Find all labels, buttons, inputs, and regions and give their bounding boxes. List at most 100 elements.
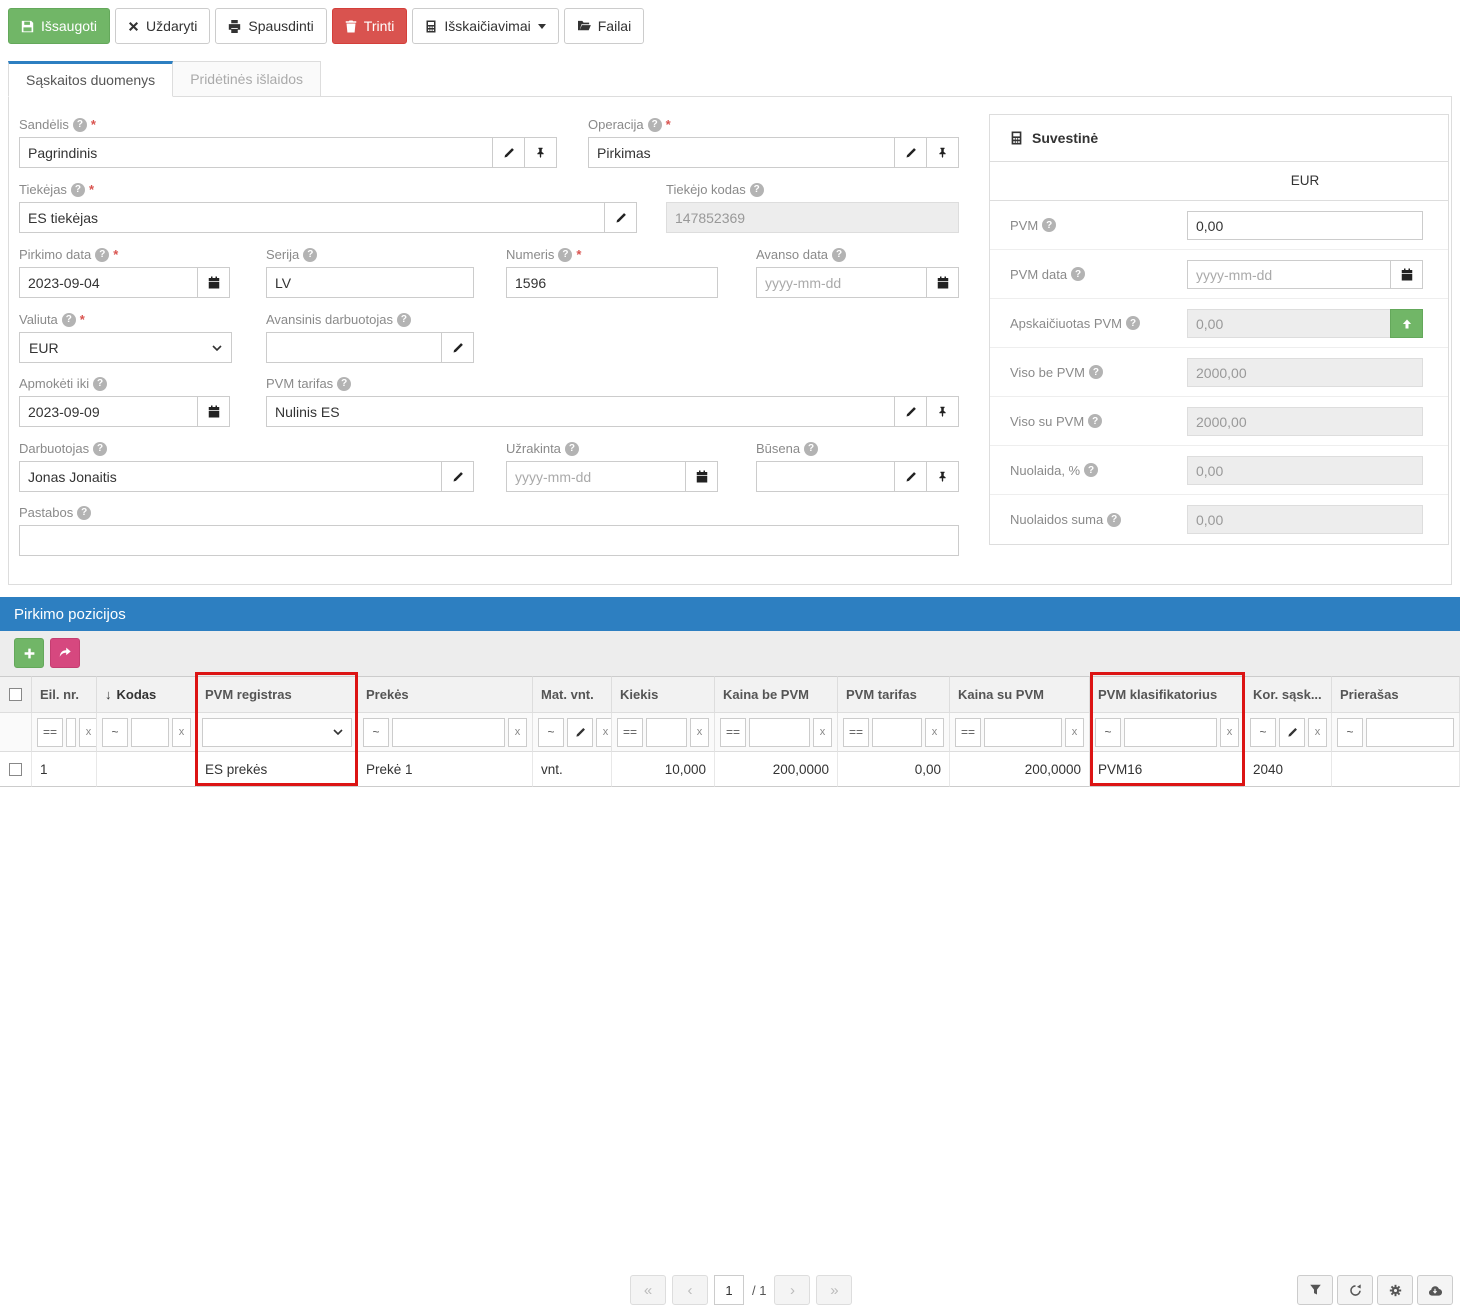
filter-edit-button[interactable] bbox=[1279, 717, 1305, 747]
serija-input[interactable] bbox=[266, 267, 474, 298]
row-checkbox[interactable] bbox=[9, 762, 22, 776]
apmoketi-iki-calendar-button[interactable] bbox=[197, 396, 230, 427]
filter-select-pvm-registras[interactable] bbox=[202, 717, 352, 747]
pirkimo-data-calendar-button[interactable] bbox=[197, 267, 230, 298]
last-page-button[interactable]: » bbox=[816, 1275, 853, 1305]
column-header-prekes[interactable]: Prekės bbox=[358, 676, 533, 713]
close-button[interactable]: Uždaryti bbox=[115, 8, 211, 44]
pastabos-input[interactable] bbox=[19, 525, 959, 556]
filter-op-button[interactable]: ~ bbox=[102, 717, 128, 747]
apply-pvm-button[interactable] bbox=[1390, 309, 1423, 338]
tab-additional-costs[interactable]: Pridėtinės išlaidos bbox=[173, 61, 322, 97]
column-header-prierasas[interactable]: Prierašas bbox=[1332, 676, 1460, 713]
operacija-pin-button[interactable] bbox=[926, 137, 959, 168]
filter-input-kodas[interactable] bbox=[131, 717, 169, 747]
filter-clear-button[interactable]: x bbox=[925, 717, 944, 747]
filter-clear-button[interactable]: x bbox=[172, 717, 191, 747]
tiekejas-edit-button[interactable] bbox=[604, 202, 637, 233]
filter-input-pvm-klasifikatorius[interactable] bbox=[1124, 717, 1217, 747]
pvm-tarifas-input[interactable] bbox=[266, 396, 895, 427]
sandelis-input[interactable] bbox=[19, 137, 493, 168]
filter-input-pvm-tarifas[interactable] bbox=[872, 717, 922, 747]
column-header-pvm-registras[interactable]: PVM registras bbox=[197, 676, 358, 713]
busena-pin-button[interactable] bbox=[926, 461, 959, 492]
sandelis-edit-button[interactable] bbox=[492, 137, 525, 168]
avanso-data-input[interactable] bbox=[756, 267, 927, 298]
table-row[interactable]: 1 ES prekės Prekė 1 vnt. 10,000 200,0000… bbox=[0, 752, 1460, 787]
valiuta-select[interactable]: EUR bbox=[19, 332, 232, 363]
column-header-kaina-be-pvm[interactable]: Kaina be PVM bbox=[715, 676, 838, 713]
apmoketi-iki-input[interactable] bbox=[19, 396, 198, 427]
column-header-mat-vnt[interactable]: Mat. vnt. bbox=[533, 676, 612, 713]
filter-op-button[interactable]: ~ bbox=[1095, 717, 1121, 747]
avansinis-darbuotojas-input[interactable] bbox=[266, 332, 442, 363]
filter-op-button[interactable]: == bbox=[617, 717, 643, 747]
filter-op-button[interactable]: == bbox=[37, 717, 63, 747]
refresh-button[interactable] bbox=[1337, 1275, 1373, 1305]
filter-op-button[interactable]: ~ bbox=[538, 717, 564, 747]
filter-input-eil-nr[interactable] bbox=[66, 717, 76, 747]
filter-op-button[interactable]: == bbox=[955, 717, 981, 747]
filter-input-kaina-be-pvm[interactable] bbox=[749, 717, 810, 747]
filter-clear-button[interactable]: x bbox=[1308, 717, 1327, 747]
filter-input-prekes[interactable] bbox=[392, 717, 505, 747]
filter-input-kiekis[interactable] bbox=[646, 717, 687, 747]
filter-button[interactable] bbox=[1297, 1275, 1333, 1305]
select-all-checkbox[interactable] bbox=[9, 688, 22, 701]
filter-clear-button[interactable]: x bbox=[79, 717, 96, 747]
filter-op-button[interactable]: == bbox=[843, 717, 869, 747]
pvm-input[interactable] bbox=[1187, 211, 1423, 240]
column-header-eil-nr[interactable]: Eil. nr. bbox=[32, 676, 97, 713]
filter-edit-button[interactable] bbox=[567, 717, 593, 747]
filter-clear-button[interactable]: x bbox=[1220, 717, 1239, 747]
first-page-button[interactable]: « bbox=[630, 1275, 666, 1305]
darbuotojas-input[interactable] bbox=[19, 461, 442, 492]
pirkimo-data-input[interactable] bbox=[19, 267, 198, 298]
avansinis-darbuotojas-edit-button[interactable] bbox=[441, 332, 474, 363]
sandelis-pin-button[interactable] bbox=[524, 137, 557, 168]
filter-op-button[interactable]: == bbox=[720, 717, 746, 747]
save-button[interactable]: Išsaugoti bbox=[8, 8, 111, 44]
column-header-kaina-su-pvm[interactable]: Kaina su PVM bbox=[950, 676, 1090, 713]
print-button[interactable]: Spausdinti bbox=[215, 8, 327, 44]
pvm-data-calendar-button[interactable] bbox=[1390, 260, 1423, 289]
add-position-button[interactable] bbox=[14, 638, 44, 668]
darbuotojas-edit-button[interactable] bbox=[441, 461, 474, 492]
uzrakinta-input[interactable] bbox=[506, 461, 686, 492]
next-page-button[interactable]: › bbox=[774, 1275, 811, 1305]
numeris-input[interactable] bbox=[506, 267, 718, 298]
column-header-pvm-tarifas[interactable]: PVM tarifas bbox=[838, 676, 950, 713]
column-header-kiekis[interactable]: Kiekis bbox=[612, 676, 715, 713]
delete-button[interactable]: Trinti bbox=[331, 8, 408, 44]
filter-clear-button[interactable]: x bbox=[690, 717, 709, 747]
busena-edit-button[interactable] bbox=[894, 461, 927, 492]
page-input[interactable] bbox=[714, 1275, 744, 1305]
filter-clear-button[interactable]: x bbox=[596, 717, 611, 747]
filter-input-kaina-su-pvm[interactable] bbox=[984, 717, 1062, 747]
operacija-edit-button[interactable] bbox=[894, 137, 927, 168]
busena-input[interactable] bbox=[756, 461, 895, 492]
filter-clear-button[interactable]: x bbox=[1065, 717, 1084, 747]
tiekejas-input[interactable] bbox=[19, 202, 605, 233]
pvm-tarifas-edit-button[interactable] bbox=[894, 396, 927, 427]
column-header-kor-sask[interactable]: Kor. sąsk... bbox=[1245, 676, 1332, 713]
prev-page-button[interactable]: ‹ bbox=[672, 1275, 708, 1305]
operacija-input[interactable] bbox=[588, 137, 895, 168]
avanso-data-calendar-button[interactable] bbox=[926, 267, 959, 298]
export-button[interactable] bbox=[1417, 1275, 1453, 1305]
calculations-button[interactable]: Išskaičiavimai bbox=[412, 8, 559, 44]
uzrakinta-calendar-button[interactable] bbox=[685, 461, 718, 492]
settings-button[interactable] bbox=[1377, 1275, 1413, 1305]
filter-op-button[interactable]: ~ bbox=[1337, 717, 1363, 747]
pvm-tarifas-pin-button[interactable] bbox=[926, 396, 959, 427]
filter-op-button[interactable]: ~ bbox=[363, 717, 389, 747]
pvm-data-input[interactable] bbox=[1187, 260, 1391, 289]
filter-clear-button[interactable]: x bbox=[508, 717, 527, 747]
column-header-pvm-klasifikatorius[interactable]: PVM klasifikatorius bbox=[1090, 676, 1245, 713]
copy-position-button[interactable] bbox=[50, 638, 80, 668]
filter-op-button[interactable]: ~ bbox=[1250, 717, 1276, 747]
filter-input-prierasas[interactable] bbox=[1366, 717, 1454, 747]
tab-invoice-data[interactable]: Sąskaitos duomenys bbox=[8, 61, 174, 97]
filter-clear-button[interactable]: x bbox=[813, 717, 832, 747]
files-button[interactable]: Failai bbox=[563, 8, 645, 44]
